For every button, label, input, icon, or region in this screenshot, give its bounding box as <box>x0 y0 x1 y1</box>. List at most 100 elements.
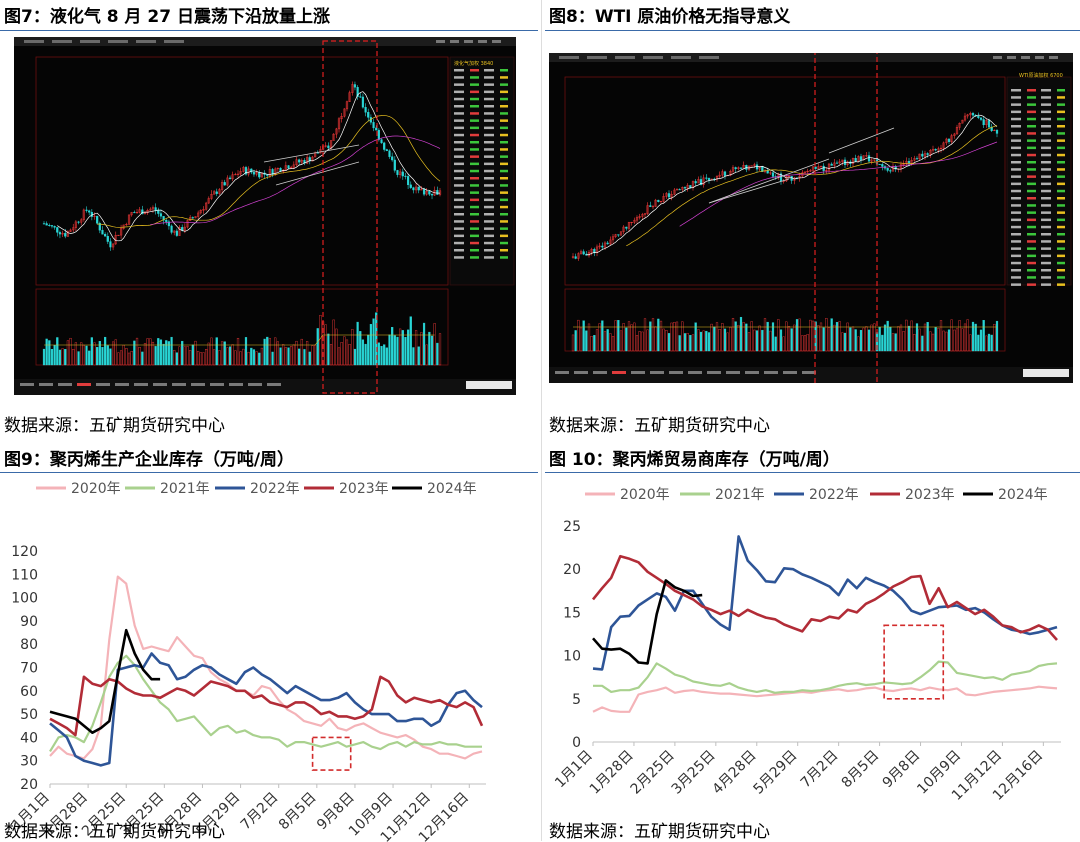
info-value <box>470 126 479 130</box>
candle-body <box>252 171 256 175</box>
candle-body <box>601 245 604 248</box>
candle-body <box>961 119 964 124</box>
info-value <box>1057 103 1065 106</box>
candle-body <box>627 222 631 229</box>
candle-body <box>220 182 224 190</box>
candle-body <box>271 169 274 175</box>
info-label <box>1011 175 1021 178</box>
info-value <box>500 112 508 115</box>
candle-body <box>899 164 903 169</box>
info-label <box>1011 110 1021 114</box>
volume-bar <box>268 338 272 366</box>
candle-body <box>817 166 820 169</box>
info-label <box>484 69 494 72</box>
volume-bar <box>630 324 633 352</box>
figure-7-screenshot-label: 液化气加权 3840 <box>454 61 494 67</box>
info-value <box>500 184 508 187</box>
candle-body <box>993 129 996 131</box>
info-label <box>1041 103 1051 106</box>
status-tab <box>210 383 224 386</box>
info-value <box>500 69 508 72</box>
candle-body <box>337 118 341 130</box>
candle-body <box>985 120 988 126</box>
info-value <box>1057 261 1065 265</box>
volume-bar <box>771 322 775 352</box>
info-label <box>454 241 464 245</box>
candle-body <box>159 213 163 217</box>
candle-body <box>66 231 70 237</box>
info-value <box>1057 125 1065 128</box>
volume-bar <box>364 343 367 366</box>
volume-bar <box>705 330 708 352</box>
info-label <box>484 241 494 245</box>
candle-body <box>697 179 700 184</box>
info-label <box>484 126 494 130</box>
volume-bar <box>638 331 641 352</box>
volume-bar <box>867 329 871 352</box>
volume-bar <box>425 344 428 366</box>
candle-body <box>58 232 62 235</box>
volume-bar <box>74 342 77 366</box>
candle-body <box>380 139 383 144</box>
volume-bar <box>226 347 229 366</box>
candle-body <box>859 156 863 160</box>
window-control <box>492 40 501 43</box>
candle-body <box>630 222 633 224</box>
info-label <box>454 227 464 230</box>
candle-body <box>77 221 80 223</box>
volume-bar <box>260 347 264 366</box>
volume-bar <box>750 321 753 352</box>
info-label <box>484 133 494 137</box>
candle-body <box>918 153 921 160</box>
status-tab <box>191 383 205 386</box>
info-label <box>484 220 494 223</box>
candle-body <box>186 220 189 228</box>
info-label <box>1041 225 1051 229</box>
volume-bar <box>939 320 943 352</box>
candle-body <box>393 159 396 171</box>
volume-bar <box>710 323 713 352</box>
volume-bar <box>761 329 764 352</box>
volume-bar <box>112 341 115 366</box>
volume-bar <box>825 318 828 352</box>
figure-9-source: 数据来源：五矿期货研究中心 <box>4 822 225 842</box>
volume-bar <box>801 335 804 352</box>
volume-bar <box>234 350 237 366</box>
candle-body <box>205 202 208 210</box>
info-value <box>500 256 508 259</box>
candle-body <box>88 210 91 213</box>
candle-body <box>388 150 391 157</box>
info-value <box>470 249 479 252</box>
candle-body <box>364 106 367 113</box>
info-label <box>1011 125 1021 128</box>
volume-bar <box>910 320 913 352</box>
candle-body <box>753 164 756 166</box>
info-value <box>470 205 479 209</box>
info-label <box>1011 283 1021 286</box>
info-value <box>1057 211 1065 214</box>
volume-bar <box>721 323 724 352</box>
candle-body <box>942 142 945 149</box>
status-tab <box>783 371 797 374</box>
candle-body <box>915 158 919 160</box>
volume-bar <box>971 321 975 352</box>
volume-bar <box>934 327 937 352</box>
candle-body <box>643 213 647 215</box>
candle-body <box>702 177 705 185</box>
info-value <box>1027 247 1036 250</box>
info-label <box>454 198 464 202</box>
figure-8-trading-screenshot: WTI原油加权 6700 <box>549 53 1073 383</box>
candle-body <box>614 234 617 237</box>
candle-body <box>361 96 365 108</box>
volume-bar <box>606 329 609 352</box>
candle-body <box>300 160 303 163</box>
status-tab <box>726 371 740 374</box>
candle-body <box>811 166 815 171</box>
candle-body <box>577 253 580 259</box>
info-label <box>454 112 464 115</box>
candle-body <box>734 167 737 170</box>
volume-bar <box>391 327 394 366</box>
volume-bar <box>902 331 905 352</box>
info-label <box>454 141 464 144</box>
volume-bar <box>881 334 884 352</box>
